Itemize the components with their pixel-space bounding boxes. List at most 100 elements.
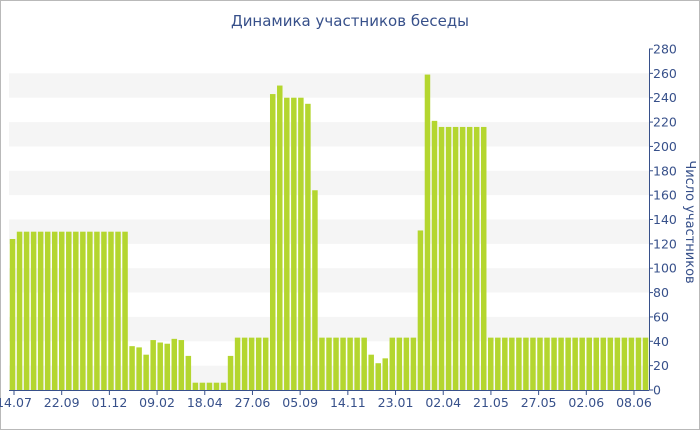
x-tick-label: 23.01	[378, 395, 414, 410]
bar	[192, 382, 199, 390]
bar	[80, 231, 86, 390]
bar	[488, 337, 494, 390]
bar	[431, 120, 438, 390]
y-tick-label: 60	[653, 309, 669, 324]
bar	[544, 337, 550, 390]
bar	[495, 337, 501, 390]
x-tick-label: 02.06	[568, 395, 604, 410]
bar	[305, 103, 311, 391]
bar	[234, 337, 241, 390]
bar	[509, 337, 515, 390]
bar	[122, 231, 128, 390]
bar	[438, 126, 445, 390]
bar	[220, 382, 227, 390]
x-tick-label: 08.06	[616, 395, 652, 410]
y-tick-label: 160	[653, 188, 677, 203]
x-tick-label: 27.06	[235, 395, 271, 410]
bar	[136, 347, 142, 391]
bar	[523, 337, 529, 390]
bar	[466, 126, 473, 390]
bar	[445, 126, 452, 390]
bar	[312, 190, 318, 390]
bar	[572, 337, 578, 390]
bar	[368, 354, 374, 390]
x-tick-label: 14.07	[0, 395, 32, 410]
bar	[291, 97, 297, 391]
bar	[382, 358, 389, 390]
bar	[417, 230, 424, 390]
bar	[94, 231, 100, 390]
bar	[530, 337, 536, 390]
grid-band	[9, 170, 649, 196]
bar	[635, 337, 642, 390]
bar	[284, 97, 290, 391]
x-tick-label: 22.09	[44, 395, 80, 410]
bar	[171, 338, 178, 390]
bar	[537, 337, 543, 390]
y-tick-label: 280	[653, 42, 677, 57]
bar	[185, 355, 192, 390]
bar	[150, 340, 156, 390]
y-tick-label: 220	[653, 115, 677, 130]
bar	[565, 337, 571, 390]
bar	[502, 337, 508, 390]
bar	[579, 337, 585, 390]
y-ticks: 0 20 40 60 80 100 120 140 160 180 200 220 240 260 280	[649, 42, 677, 398]
x-tick-label: 02.04	[425, 395, 461, 410]
bar	[628, 337, 635, 390]
x-ticks: 14.07 22.09 01.12 09.02 18.04 27.06 05.09 14.11…	[0, 390, 652, 410]
bar	[23, 231, 30, 390]
bar	[600, 337, 607, 390]
bar	[59, 231, 65, 390]
bar	[354, 337, 360, 390]
bar	[593, 337, 599, 390]
bar	[298, 97, 304, 391]
bar	[326, 337, 332, 390]
bar	[459, 126, 466, 390]
y-tick-label: 80	[653, 285, 669, 300]
bar	[101, 231, 107, 390]
x-tick-label: 21.05	[473, 395, 509, 410]
y-tick-label: 20	[653, 358, 669, 373]
y-tick-label: 240	[653, 90, 677, 105]
bar	[248, 337, 255, 390]
bar	[44, 231, 51, 390]
y-tick-label: 40	[653, 334, 669, 349]
bar	[347, 337, 353, 390]
x-tick-label: 05.09	[282, 395, 318, 410]
x-tick-label: 27.05	[521, 395, 557, 410]
bar	[621, 337, 628, 390]
y-tick-label: 140	[653, 212, 677, 227]
x-tick-label: 01.12	[91, 395, 127, 410]
bar	[9, 238, 16, 390]
bar	[199, 382, 206, 390]
bar	[403, 337, 410, 390]
bar	[73, 231, 79, 390]
bar	[452, 126, 459, 390]
bar	[164, 343, 170, 390]
bar	[115, 231, 121, 390]
bar	[16, 231, 23, 390]
x-tick-label: 09.02	[139, 395, 175, 410]
bar	[30, 231, 37, 390]
bar	[227, 355, 234, 390]
y-tick-label: 100	[653, 261, 677, 276]
bar	[424, 74, 431, 390]
bar	[37, 231, 44, 390]
bar	[66, 231, 72, 390]
bar	[129, 346, 135, 390]
grid-band	[9, 73, 649, 98]
chart-title: Динамика участников беседы	[230, 12, 470, 30]
bar	[206, 382, 213, 390]
bar	[262, 337, 269, 390]
bar	[143, 354, 149, 390]
bar	[361, 337, 367, 390]
bar	[178, 340, 185, 390]
bar	[87, 231, 93, 390]
bar	[480, 126, 487, 390]
y-tick-label: 260	[653, 66, 677, 81]
bar	[551, 337, 557, 390]
bar	[333, 337, 339, 390]
bar	[389, 337, 396, 390]
